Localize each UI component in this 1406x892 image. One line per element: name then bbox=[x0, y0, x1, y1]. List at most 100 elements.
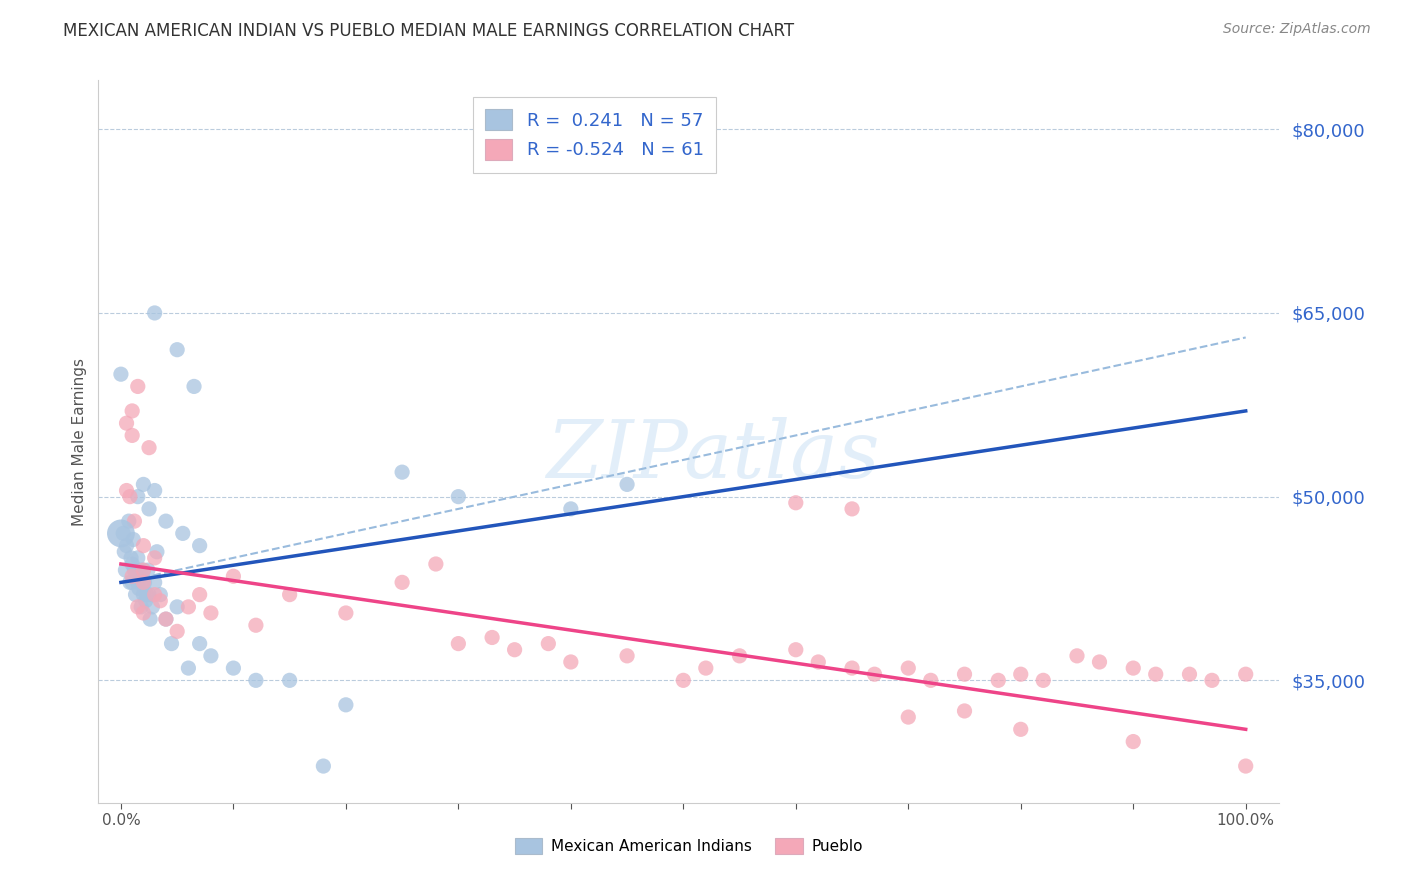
Point bbox=[695, 661, 717, 675]
Point bbox=[138, 588, 160, 602]
Point bbox=[841, 502, 863, 516]
Point bbox=[897, 661, 920, 675]
Point bbox=[112, 545, 135, 559]
Point bbox=[278, 588, 301, 602]
Point bbox=[132, 539, 155, 553]
Point bbox=[807, 655, 830, 669]
Point bbox=[785, 496, 807, 510]
Point bbox=[120, 550, 142, 565]
Point bbox=[425, 557, 447, 571]
Point bbox=[172, 526, 194, 541]
Point bbox=[112, 526, 135, 541]
Point bbox=[121, 575, 143, 590]
Point bbox=[312, 759, 335, 773]
Point bbox=[447, 637, 470, 651]
Point bbox=[127, 550, 149, 565]
Point bbox=[132, 606, 155, 620]
Point bbox=[135, 588, 157, 602]
Point bbox=[920, 673, 942, 688]
Point bbox=[188, 539, 211, 553]
Point bbox=[447, 490, 470, 504]
Point bbox=[132, 563, 155, 577]
Point bbox=[897, 710, 920, 724]
Point bbox=[481, 631, 503, 645]
Point bbox=[1010, 667, 1032, 681]
Text: ZIPatlas: ZIPatlas bbox=[546, 417, 879, 495]
Point bbox=[391, 575, 413, 590]
Point bbox=[141, 599, 163, 614]
Point bbox=[672, 673, 695, 688]
Point bbox=[132, 563, 155, 577]
Point bbox=[1178, 667, 1201, 681]
Point bbox=[953, 667, 976, 681]
Point bbox=[166, 624, 188, 639]
Point bbox=[124, 588, 146, 602]
Point bbox=[127, 599, 149, 614]
Point bbox=[127, 490, 149, 504]
Point bbox=[953, 704, 976, 718]
Point bbox=[118, 575, 141, 590]
Point bbox=[245, 618, 267, 632]
Point bbox=[136, 563, 159, 577]
Point bbox=[132, 575, 155, 590]
Point bbox=[278, 673, 301, 688]
Point bbox=[1032, 673, 1054, 688]
Point bbox=[222, 569, 245, 583]
Point bbox=[616, 477, 638, 491]
Point bbox=[1234, 667, 1257, 681]
Point bbox=[560, 655, 582, 669]
Point bbox=[1234, 759, 1257, 773]
Point bbox=[1122, 661, 1144, 675]
Point bbox=[149, 593, 172, 607]
Y-axis label: Median Male Earnings: Median Male Earnings bbox=[72, 358, 87, 525]
Point bbox=[155, 514, 177, 528]
Point bbox=[127, 379, 149, 393]
Point bbox=[139, 612, 162, 626]
Point bbox=[1201, 673, 1223, 688]
Point bbox=[132, 588, 155, 602]
Point bbox=[115, 416, 138, 430]
Point bbox=[785, 642, 807, 657]
Point bbox=[122, 533, 145, 547]
Point bbox=[160, 637, 183, 651]
Point bbox=[1122, 734, 1144, 748]
Point bbox=[132, 477, 155, 491]
Text: MEXICAN AMERICAN INDIAN VS PUEBLO MEDIAN MALE EARNINGS CORRELATION CHART: MEXICAN AMERICAN INDIAN VS PUEBLO MEDIAN… bbox=[63, 22, 794, 40]
Point bbox=[146, 545, 169, 559]
Point bbox=[391, 465, 413, 479]
Point bbox=[143, 306, 166, 320]
Text: Source: ZipAtlas.com: Source: ZipAtlas.com bbox=[1223, 22, 1371, 37]
Point bbox=[131, 575, 153, 590]
Point bbox=[124, 563, 146, 577]
Legend: Mexican American Indians, Pueblo: Mexican American Indians, Pueblo bbox=[509, 832, 869, 860]
Point bbox=[135, 593, 157, 607]
Point bbox=[143, 575, 166, 590]
Point bbox=[115, 483, 138, 498]
Point bbox=[188, 637, 211, 651]
Point bbox=[138, 441, 160, 455]
Point bbox=[863, 667, 886, 681]
Point bbox=[143, 588, 166, 602]
Point bbox=[121, 569, 143, 583]
Point bbox=[200, 606, 222, 620]
Point bbox=[129, 563, 152, 577]
Point bbox=[1144, 667, 1167, 681]
Point bbox=[143, 483, 166, 498]
Point bbox=[1010, 723, 1032, 737]
Point bbox=[129, 599, 152, 614]
Point bbox=[616, 648, 638, 663]
Point bbox=[155, 612, 177, 626]
Point bbox=[115, 539, 138, 553]
Point bbox=[183, 379, 205, 393]
Point bbox=[121, 404, 143, 418]
Point bbox=[149, 588, 172, 602]
Point bbox=[335, 698, 357, 712]
Point bbox=[560, 502, 582, 516]
Point bbox=[987, 673, 1010, 688]
Point bbox=[177, 661, 200, 675]
Point bbox=[138, 502, 160, 516]
Point bbox=[134, 575, 156, 590]
Point bbox=[110, 367, 132, 381]
Point bbox=[125, 569, 148, 583]
Point bbox=[118, 514, 141, 528]
